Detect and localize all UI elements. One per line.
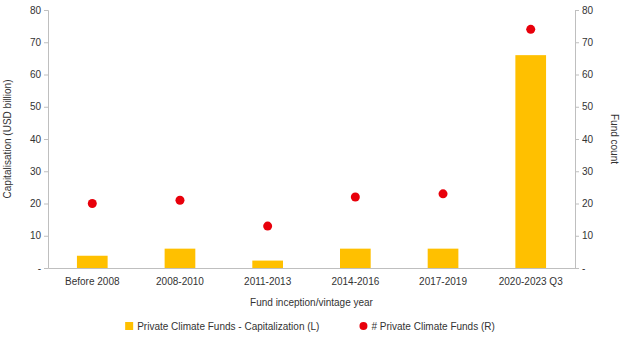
legend-item: # Private Climate Funds (R) bbox=[359, 321, 494, 332]
tick-mark bbox=[44, 204, 48, 205]
tick-label: 2014-2016 bbox=[331, 276, 379, 287]
tick-label: 60 bbox=[30, 69, 42, 80]
bar bbox=[428, 249, 459, 268]
y2-axis: - 10 20 30 40 50 60 70 80 bbox=[575, 5, 594, 274]
point bbox=[526, 25, 535, 34]
legend-label: # Private Climate Funds (R) bbox=[371, 321, 494, 332]
tick-mark bbox=[575, 236, 579, 237]
tick: 50 bbox=[30, 101, 48, 112]
point bbox=[439, 189, 448, 198]
tick-label: 30 bbox=[30, 166, 42, 177]
tick-label: 2011-2013 bbox=[244, 276, 292, 287]
tick-mark bbox=[44, 107, 48, 108]
legend: Private Climate Funds - Capitalization (… bbox=[125, 321, 495, 332]
tick-label: 2017-2019 bbox=[419, 276, 467, 287]
tick: 70 bbox=[30, 37, 48, 48]
tick-mark bbox=[44, 268, 48, 269]
tick-label: 10 bbox=[30, 230, 42, 241]
tick: 2017-2019 bbox=[419, 276, 467, 287]
tick-mark bbox=[44, 42, 48, 43]
tick-label: 40 bbox=[582, 134, 594, 145]
tick: 2008-2010 bbox=[156, 276, 204, 287]
tick-label: 70 bbox=[30, 37, 42, 48]
legend-label: Private Climate Funds - Capitalization (… bbox=[137, 321, 319, 332]
tick: Before 2008 bbox=[65, 276, 120, 287]
point bbox=[175, 196, 184, 205]
bar bbox=[340, 249, 371, 268]
bar bbox=[165, 249, 196, 268]
tick-label: 10 bbox=[582, 230, 594, 241]
tick: 30 bbox=[575, 166, 594, 177]
point bbox=[263, 222, 272, 231]
tick-label: 2020-2023 Q3 bbox=[499, 276, 563, 287]
tick: 20 bbox=[575, 198, 594, 209]
tick-mark bbox=[44, 75, 48, 76]
tick: 60 bbox=[30, 69, 48, 80]
tick-label: 50 bbox=[582, 101, 594, 112]
tick: 70 bbox=[575, 37, 594, 48]
tick: 60 bbox=[575, 69, 594, 80]
tick-label: 70 bbox=[582, 37, 594, 48]
tick: 40 bbox=[30, 134, 48, 145]
tick-label: 2008-2010 bbox=[156, 276, 204, 287]
axis-title: Capitalisation (USD billion) bbox=[2, 80, 13, 199]
tick-mark bbox=[575, 171, 579, 172]
axis-title: Fund inception/vintage year bbox=[250, 297, 374, 308]
tick-mark bbox=[575, 139, 579, 140]
tick-mark bbox=[44, 236, 48, 237]
tick-mark bbox=[575, 42, 579, 43]
tick-mark bbox=[575, 268, 579, 269]
tick-label: 50 bbox=[30, 101, 42, 112]
tick-label: 30 bbox=[582, 166, 594, 177]
tick-mark bbox=[575, 75, 579, 76]
tick: 20 bbox=[30, 198, 48, 209]
tick: 2020-2023 Q3 bbox=[499, 276, 563, 287]
bar bbox=[77, 256, 108, 268]
bar bbox=[252, 261, 283, 268]
tick: - bbox=[38, 263, 48, 274]
tick-mark bbox=[44, 171, 48, 172]
legend-swatch bbox=[359, 322, 367, 330]
tick-mark bbox=[44, 10, 48, 11]
tick: 30 bbox=[30, 166, 48, 177]
tick-mark bbox=[575, 10, 579, 11]
tick-label: 80 bbox=[582, 5, 594, 16]
tick-mark bbox=[575, 107, 579, 108]
tick-label: 20 bbox=[30, 198, 42, 209]
tick-label: - bbox=[38, 263, 41, 274]
tick-label: 60 bbox=[582, 69, 594, 80]
x-axis: Before 2008 2008-2010 2011-2013 2014-2016 20… bbox=[49, 269, 576, 288]
chart: - 10 20 30 40 50 60 70 80 - 10 20 30 40 50 60 70 80 Before… bbox=[0, 0, 620, 339]
bar bbox=[515, 55, 546, 268]
legend-item: Private Climate Funds - Capitalization (… bbox=[125, 321, 319, 332]
point bbox=[88, 199, 97, 208]
tick-mark bbox=[575, 204, 579, 205]
tick-label: 40 bbox=[30, 134, 42, 145]
tick: 50 bbox=[575, 101, 594, 112]
tick-label: - bbox=[582, 263, 585, 274]
tick-mark bbox=[44, 139, 48, 140]
tick: 10 bbox=[30, 230, 48, 241]
tick: - bbox=[575, 263, 585, 274]
tick: 80 bbox=[30, 5, 48, 16]
y-axis: - 10 20 30 40 50 60 70 80 bbox=[30, 5, 49, 274]
tick: 2014-2016 bbox=[331, 276, 379, 287]
tick-label: 20 bbox=[582, 198, 594, 209]
axis-title: Fund count bbox=[609, 114, 620, 164]
tick: 80 bbox=[575, 5, 594, 16]
marks bbox=[77, 25, 546, 268]
tick: 40 bbox=[575, 134, 594, 145]
tick-label: Before 2008 bbox=[65, 276, 120, 287]
plot: - 10 20 30 40 50 60 70 80 - 10 20 30 40 50 60 70 80 Before… bbox=[30, 5, 594, 287]
axis-line bbox=[44, 11, 49, 269]
tick: 10 bbox=[575, 230, 594, 241]
axis-line bbox=[49, 268, 576, 269]
tick-label: 80 bbox=[30, 5, 42, 16]
axis-line bbox=[576, 11, 580, 269]
point bbox=[351, 193, 360, 202]
legend-swatch bbox=[125, 322, 133, 330]
tick: 2011-2013 bbox=[244, 276, 292, 287]
